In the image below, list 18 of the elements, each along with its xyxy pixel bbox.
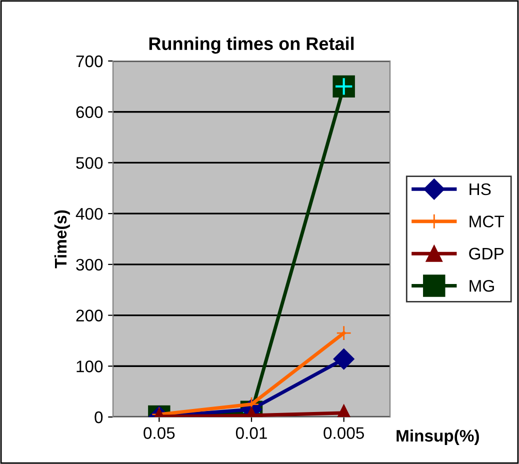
y-tick-label: 600 xyxy=(76,106,103,118)
y-tick-label: 200 xyxy=(76,310,103,322)
y-tick-label: 100 xyxy=(76,360,103,372)
x-tick-label: 0.01 xyxy=(236,427,267,439)
y-tick-label: 700 xyxy=(76,55,103,68)
y-axis-title: Time(s) xyxy=(54,210,70,268)
x-tick-label: 0.005 xyxy=(324,427,364,439)
y-tick-label: 300 xyxy=(76,258,103,271)
legend-label: MG xyxy=(470,280,494,292)
legend-label: GDP xyxy=(469,248,504,260)
y-tick-label: 0 xyxy=(94,411,103,424)
chart-title: Running times on Retail xyxy=(149,36,354,54)
x-axis-title: Minsup(%) xyxy=(396,429,479,445)
y-tick-label: 400 xyxy=(76,208,103,220)
legend-label: MCT xyxy=(470,216,504,228)
legend-label: HS xyxy=(470,183,491,196)
x-tick-label: 0.05 xyxy=(144,427,175,439)
y-tick-label: 500 xyxy=(76,157,103,169)
